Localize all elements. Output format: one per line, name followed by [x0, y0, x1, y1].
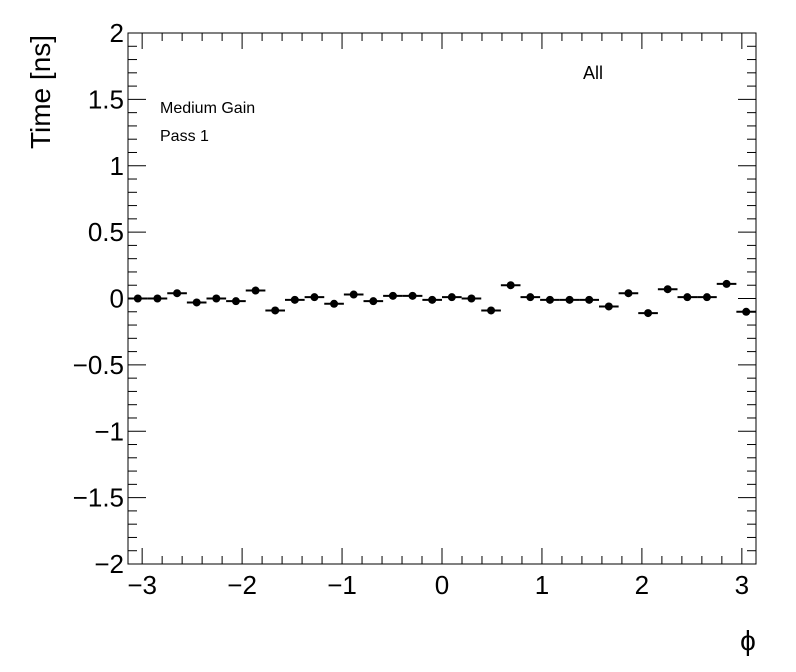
marker	[624, 289, 633, 298]
marker	[153, 294, 162, 303]
marker	[290, 295, 299, 304]
data-point	[402, 291, 423, 300]
data-point	[284, 295, 305, 304]
marker	[565, 295, 574, 304]
data-point	[147, 294, 168, 303]
data-point	[245, 286, 266, 295]
data-point	[186, 298, 207, 307]
x-tick-label: −2	[227, 570, 257, 600]
data-point	[343, 290, 364, 299]
data-point	[559, 295, 580, 304]
x-tick-label: 2	[635, 570, 649, 600]
data-point	[520, 293, 541, 302]
y-tick-label: −1.5	[73, 483, 124, 513]
marker	[369, 297, 378, 306]
x-tick-label: −3	[127, 570, 157, 600]
data-point	[540, 295, 560, 304]
data-point	[599, 302, 619, 311]
y-tick-label: 1.5	[88, 84, 124, 114]
y-tick-label: 0.5	[88, 217, 124, 247]
data-point	[677, 293, 698, 302]
marker	[467, 294, 476, 303]
x-tick-label: −1	[327, 570, 357, 600]
y-tick-label: 1	[110, 151, 124, 181]
marker	[388, 291, 397, 300]
marker	[663, 285, 672, 294]
marker	[133, 294, 142, 303]
marker	[644, 309, 653, 318]
marker	[506, 281, 515, 290]
data-point	[206, 294, 227, 303]
marker	[604, 302, 613, 311]
marker	[212, 294, 221, 303]
data-points	[127, 279, 757, 318]
data-point	[127, 294, 148, 303]
data-point	[363, 297, 384, 306]
marker	[231, 297, 240, 306]
x-tick-label: 1	[535, 570, 549, 600]
marker	[192, 298, 201, 307]
marker	[428, 295, 437, 304]
marker	[526, 293, 535, 302]
marker	[408, 291, 417, 300]
marker	[330, 299, 339, 308]
annotation-pass-1: Pass 1	[160, 128, 209, 145]
annotation-all: All	[583, 63, 603, 83]
y-axis-title: Time [ns]	[25, 35, 56, 149]
data-point	[618, 289, 639, 298]
data-point	[481, 306, 501, 315]
data-point	[638, 309, 658, 318]
marker	[349, 290, 358, 299]
y-tick-label: 0	[110, 284, 124, 314]
marker	[683, 293, 692, 302]
data-point	[657, 285, 678, 294]
data-point	[697, 293, 717, 302]
data-point	[383, 291, 403, 300]
marker	[702, 293, 711, 302]
data-point	[324, 299, 344, 308]
y-tick-label: −0.5	[73, 350, 124, 380]
data-point	[442, 293, 462, 302]
data-point	[461, 294, 482, 303]
marker	[722, 279, 731, 288]
data-point	[579, 295, 600, 304]
marker	[271, 306, 280, 315]
axis-ticks	[128, 32, 756, 565]
x-tick-label: 3	[735, 570, 749, 600]
marker	[310, 293, 319, 302]
data-point	[500, 281, 521, 290]
data-point	[422, 295, 442, 304]
data-point	[304, 293, 325, 302]
data-point	[265, 306, 285, 315]
x-tick-label: 0	[435, 570, 449, 600]
marker	[487, 306, 496, 315]
marker	[742, 307, 751, 316]
y-tick-label: 2	[110, 18, 124, 48]
y-tick-label: −1	[94, 416, 124, 446]
x-axis-title: ϕ	[740, 625, 756, 656]
tick-labels: −3 −2 −1 0 1 2 3−2−1.5−1−0.500.511.52	[73, 18, 749, 600]
annotation-medium-gain: Medium Gain	[160, 100, 255, 117]
data-point	[736, 307, 757, 316]
marker	[545, 295, 554, 304]
y-tick-label: −2	[94, 549, 124, 579]
marker	[251, 286, 260, 295]
marker	[173, 289, 182, 298]
marker	[585, 295, 594, 304]
data-point	[716, 279, 737, 288]
marker	[447, 293, 456, 302]
data-point	[226, 297, 246, 306]
data-point	[167, 289, 187, 298]
